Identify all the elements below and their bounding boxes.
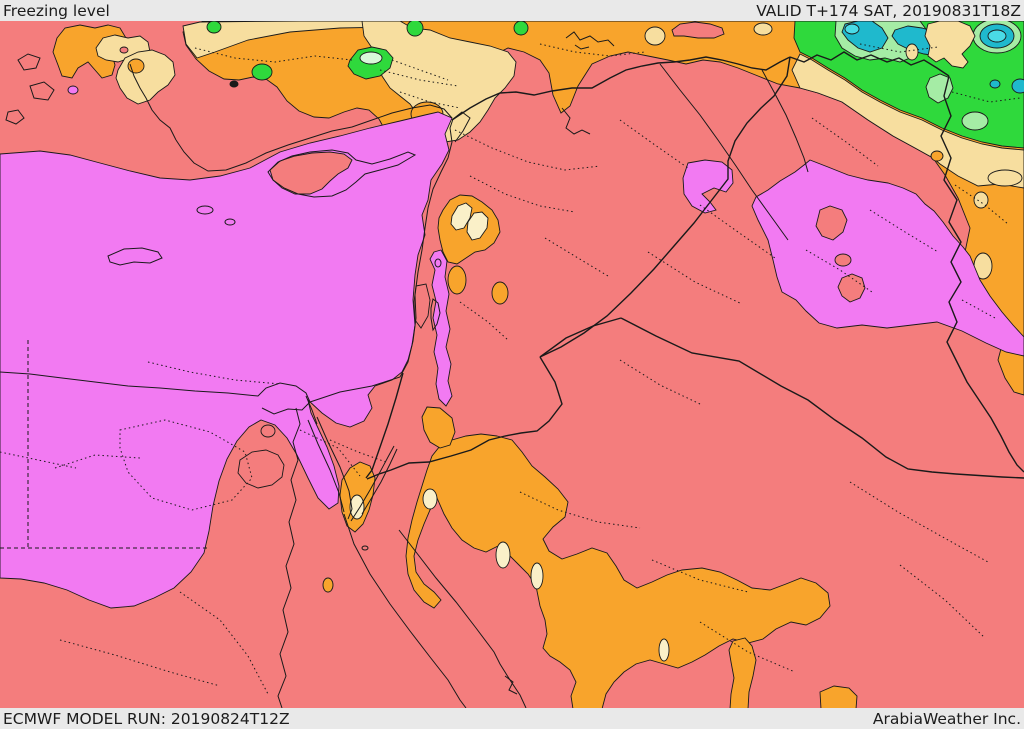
coastlines — [0, 31, 809, 708]
dead-sea — [430, 298, 441, 332]
border-turkey-iraq-iran — [789, 51, 950, 77]
orange-aqaba-north — [421, 406, 456, 449]
salmon-cyprus-fill — [269, 151, 353, 195]
coast-cyprus — [267, 149, 417, 198]
river-euphrates — [659, 63, 789, 241]
magenta-jordan-valley — [429, 249, 453, 407]
border-syria-iraq — [539, 56, 791, 358]
orange-redsea-dot — [322, 577, 334, 593]
orange-top-band — [182, 21, 1024, 396]
cream-taurus-large — [361, 21, 517, 143]
footer-bar: ECMWF MODEL RUN: 20190824T12Z ArabiaWeat… — [0, 708, 1024, 729]
country-borders — [365, 51, 1024, 480]
model-run-label: ECMWF MODEL RUN: 20190824T12Z — [3, 710, 290, 728]
band-magenta-group — [0, 85, 1024, 609]
magenta-zagros — [751, 159, 1024, 357]
orange-amman-spot — [491, 281, 509, 305]
northeast-highlands-group — [791, 21, 1024, 280]
coast-redsea-east — [398, 529, 527, 708]
admin-boundaries-dotted — [0, 43, 1021, 695]
gulf-aqaba — [350, 445, 395, 522]
border-jordan-saudi — [366, 356, 563, 480]
magenta-mediterranean-egypt — [0, 111, 453, 609]
coast-turkey — [175, 104, 453, 172]
map-title: Freezing level — [3, 2, 110, 20]
cream-in-green — [924, 21, 976, 69]
salmon-coastal-plain — [413, 283, 431, 329]
band-cream-top-group — [95, 21, 773, 143]
coast-crete — [107, 247, 163, 266]
river-tigris — [761, 69, 809, 173]
magenta-dot-aegean — [67, 85, 79, 95]
sea-of-galilee — [434, 258, 442, 268]
border-iran-iraq — [940, 75, 1024, 473]
band-green-spots-group — [206, 21, 529, 81]
orange-arm-east — [728, 637, 757, 708]
coast-redsea-west — [343, 513, 467, 708]
saudi-sinai-mountains-group — [322, 406, 858, 708]
magenta-hook-iraq — [682, 159, 734, 214]
weather-map — [0, 21, 1024, 708]
valid-time-label: VALID T+174 SAT, 20190831T18Z — [756, 2, 1021, 20]
river-khabur — [561, 107, 591, 135]
lake-turkey — [229, 80, 239, 88]
header-bar: Freezing level VALID T+174 SAT, 20190831… — [0, 0, 1024, 21]
brand-label: ArabiaWeather Inc. — [872, 710, 1021, 728]
coast-north-africa — [0, 371, 311, 415]
orange-hejaz-mass — [405, 433, 831, 708]
border-egypt-israel — [365, 372, 404, 479]
levant-mountains-group — [437, 194, 509, 305]
salmon-dot-in-band — [119, 46, 129, 54]
border-iraq-saudi — [620, 317, 1024, 479]
border-turkey-syria — [451, 56, 791, 121]
river-nile — [277, 407, 301, 708]
salmon-egypt-hole — [237, 449, 285, 489]
orange-blob-bottom-right — [819, 685, 858, 708]
cream-diagonal-band — [791, 53, 1024, 189]
gulf-suez — [307, 419, 345, 513]
orange-antilebanon — [447, 265, 467, 295]
euphrates-lakes — [565, 31, 615, 47]
map-container — [0, 21, 1024, 708]
salmon-pocket-in-band — [671, 21, 725, 39]
border-jordan-iraq — [539, 317, 622, 358]
